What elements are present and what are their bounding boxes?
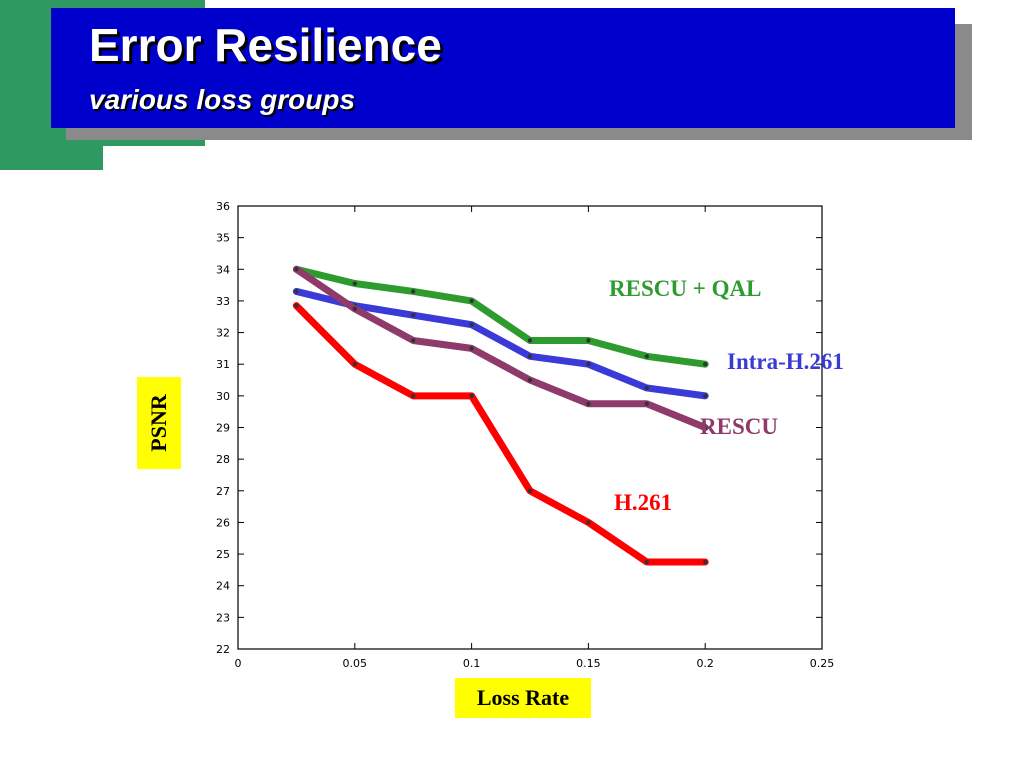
data-point xyxy=(644,559,649,565)
series-label-intra-h261: Intra-H.261 xyxy=(727,349,844,374)
data-point xyxy=(586,338,591,343)
y-tick-label: 33 xyxy=(216,295,230,308)
data-point xyxy=(352,281,357,286)
data-point xyxy=(294,289,299,294)
series-line-1 xyxy=(292,287,709,400)
x-tick-label: 0.2 xyxy=(696,657,714,670)
series-line-0 xyxy=(292,265,709,368)
y-tick-label: 31 xyxy=(216,358,230,371)
data-point xyxy=(411,312,416,318)
y-tick-label: 22 xyxy=(216,643,230,656)
data-point xyxy=(411,338,416,343)
data-point xyxy=(411,393,416,399)
data-point xyxy=(586,362,591,367)
x-axis-label: Loss Rate xyxy=(455,678,591,718)
y-tick-label: 34 xyxy=(216,263,230,276)
data-point xyxy=(703,425,708,430)
y-tick-label: 24 xyxy=(216,580,230,593)
data-point xyxy=(703,362,708,367)
y-tick-label: 29 xyxy=(216,422,230,435)
series-line-3 xyxy=(292,302,709,566)
data-point xyxy=(644,354,649,359)
title-banner: Error Resilience various loss groups xyxy=(51,8,955,128)
data-point xyxy=(469,322,474,327)
data-point xyxy=(469,393,474,399)
x-tick-label: 0.25 xyxy=(810,657,835,670)
x-tick-label: 0.15 xyxy=(576,657,601,670)
slide-title: Error Resilience xyxy=(89,19,442,71)
slide-subtitle: various loss groups xyxy=(89,84,356,115)
data-point xyxy=(469,346,474,351)
y-axis-label: PSNR xyxy=(137,377,181,469)
series-label-rescu-qal: RESCU + QAL xyxy=(609,276,762,301)
data-point xyxy=(644,385,649,391)
data-point xyxy=(703,559,708,565)
data-point xyxy=(644,401,649,406)
y-tick-label: 32 xyxy=(216,327,230,340)
y-tick-label: 26 xyxy=(216,516,230,529)
data-point xyxy=(586,520,591,525)
data-point xyxy=(294,267,299,272)
y-tick-label: 35 xyxy=(216,232,230,245)
data-point xyxy=(352,306,357,312)
data-point xyxy=(294,303,299,308)
series-line-2 xyxy=(292,265,709,431)
data-point xyxy=(469,298,474,304)
data-point xyxy=(527,338,533,343)
y-tick-label: 27 xyxy=(216,485,230,498)
data-point xyxy=(527,488,533,493)
series-label-h261: H.261 xyxy=(614,490,673,515)
data-point xyxy=(527,354,533,359)
data-point xyxy=(352,362,357,367)
x-tick-label: 0.05 xyxy=(343,657,368,670)
x-tick-label: 0 xyxy=(235,657,242,670)
y-tick-label: 30 xyxy=(216,390,230,403)
y-tick-label: 23 xyxy=(216,611,230,624)
data-point xyxy=(703,393,708,399)
y-axis-label-text: PSNR xyxy=(146,394,171,452)
y-tick-label: 25 xyxy=(216,548,230,561)
data-point xyxy=(527,377,533,383)
y-tick-label: 28 xyxy=(216,453,230,466)
data-point xyxy=(586,401,591,406)
data-point xyxy=(411,289,416,294)
y-tick-label: 36 xyxy=(216,200,230,213)
series-label-rescu: RESCU xyxy=(700,414,778,439)
x-tick-label: 0.1 xyxy=(463,657,481,670)
